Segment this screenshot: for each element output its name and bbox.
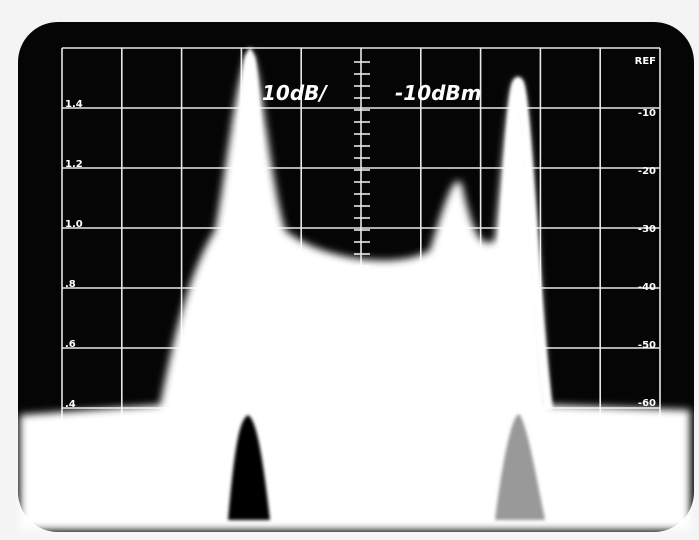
reference-label: -10dBm — [395, 81, 482, 105]
left-scale-label: 1.0 — [65, 219, 83, 230]
spectrum-photo: 10dB/ -10dBm 1.4 1.2 1.0 .8 .6 .4 REF -10 -20 -30… — [0, 0, 699, 540]
right-scale-label: -60 — [638, 398, 656, 409]
right-scale-label: -30 — [638, 224, 656, 235]
left-scale-label: 1.4 — [65, 99, 83, 110]
left-scale-label: .4 — [65, 399, 76, 410]
right-scale-label: -50 — [638, 340, 656, 351]
right-scale-label: -20 — [638, 166, 656, 177]
left-scale-label: .8 — [65, 279, 76, 290]
scale-label: 10dB/ — [262, 81, 328, 105]
right-scale-label: -10 — [638, 108, 656, 119]
left-scale-label: .6 — [65, 339, 76, 350]
left-scale-label: 1.2 — [65, 159, 83, 170]
right-scale-label: -40 — [638, 282, 656, 293]
right-scale-label: REF — [635, 56, 656, 67]
